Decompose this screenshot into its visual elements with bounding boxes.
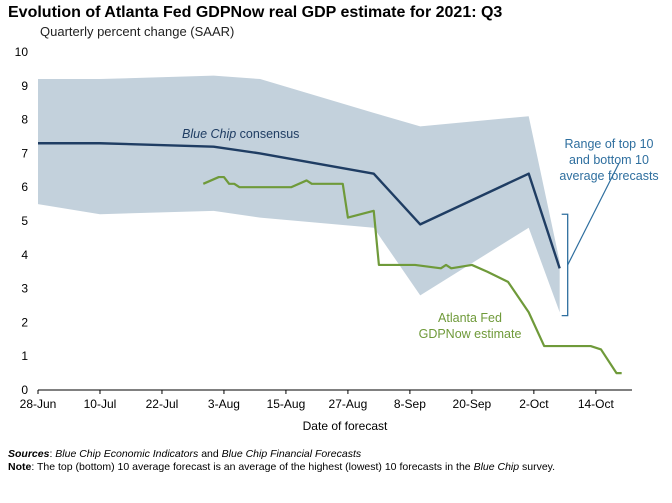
gdpnow-estimate-line — [202, 175, 622, 375]
y-tick-label: 6 — [21, 180, 28, 194]
blue-chip-annotation-italic: Blue Chip — [182, 127, 236, 141]
x-tick-label: 10-Jul — [84, 397, 117, 411]
y-tick-label: 2 — [21, 315, 28, 329]
y-tick-label: 0 — [21, 383, 28, 397]
chart-footer: Sources: Blue Chip Economic Indicators a… — [8, 448, 664, 474]
note-end: survey. — [519, 461, 556, 473]
sources-part1: Blue Chip Economic Indicators — [55, 448, 199, 460]
x-tick-label: 14-Oct — [578, 397, 615, 411]
x-tick-label: 27-Aug — [329, 397, 368, 411]
range-annotation-line2: and bottom 10 — [569, 153, 649, 167]
sources-label: Sources — [8, 448, 50, 460]
gdpnow-annotation-line2: GDPNow estimate — [419, 327, 522, 341]
range-pointer-line — [567, 163, 620, 266]
y-tick-label: 10 — [15, 45, 29, 59]
range-annotation-line3: average forecasts — [559, 169, 658, 183]
sources-and: and — [198, 448, 222, 460]
y-tick-label: 1 — [21, 349, 28, 363]
y-tick-label: 5 — [21, 214, 28, 228]
x-tick-label: 28-Jun — [20, 397, 57, 411]
sources-separator: : — [49, 448, 56, 460]
x-tick-label: 2-Oct — [519, 397, 549, 411]
note-text: : The top (bottom) 10 average forecast i… — [31, 461, 474, 473]
chart-plot: 0 1 2 3 4 5 6 7 8 9 10 28-Jun 10-Jul 22-Jul 3-Aug 15-Au… — [15, 45, 659, 433]
sources-part2: Blue Chip Financial Forecasts — [221, 448, 362, 460]
sources-line: Sources: Blue Chip Economic Indicators a… — [8, 448, 664, 461]
note-label: Note — [8, 461, 32, 473]
x-tick-label: 20-Sep — [453, 397, 492, 411]
range-annotation-line1: Range of top 10 — [565, 137, 654, 151]
x-tick-label: 3-Aug — [208, 397, 240, 411]
blue-chip-consensus-line — [38, 142, 561, 269]
chart-title: Evolution of Atlanta Fed GDPNow real GDP… — [8, 4, 503, 21]
blue-chip-annotation: Blue Chip consensus — [182, 127, 299, 141]
y-tick-label: 8 — [21, 113, 28, 127]
y-tick-label: 7 — [21, 146, 28, 160]
note-italic: Blue Chip — [473, 461, 520, 473]
forecast-range-band — [38, 75, 560, 313]
y-tick-label: 4 — [21, 248, 28, 262]
gdpnow-annotation-line1: Atlanta Fed — [438, 311, 502, 325]
chart-subtitle: Quarterly percent change (SAAR) — [40, 24, 235, 39]
x-tick-label: 15-Aug — [267, 397, 306, 411]
x-tick-label: 22-Jul — [146, 397, 179, 411]
range-bracket — [561, 213, 569, 317]
y-tick-label: 3 — [21, 282, 28, 296]
note-line: Note: The top (bottom) 10 average foreca… — [8, 461, 664, 474]
x-axis-title: Date of forecast — [303, 419, 388, 433]
blue-chip-annotation-rest: consensus — [236, 127, 299, 141]
x-tick-label: 8-Sep — [394, 397, 426, 411]
y-tick-label: 9 — [21, 79, 28, 93]
